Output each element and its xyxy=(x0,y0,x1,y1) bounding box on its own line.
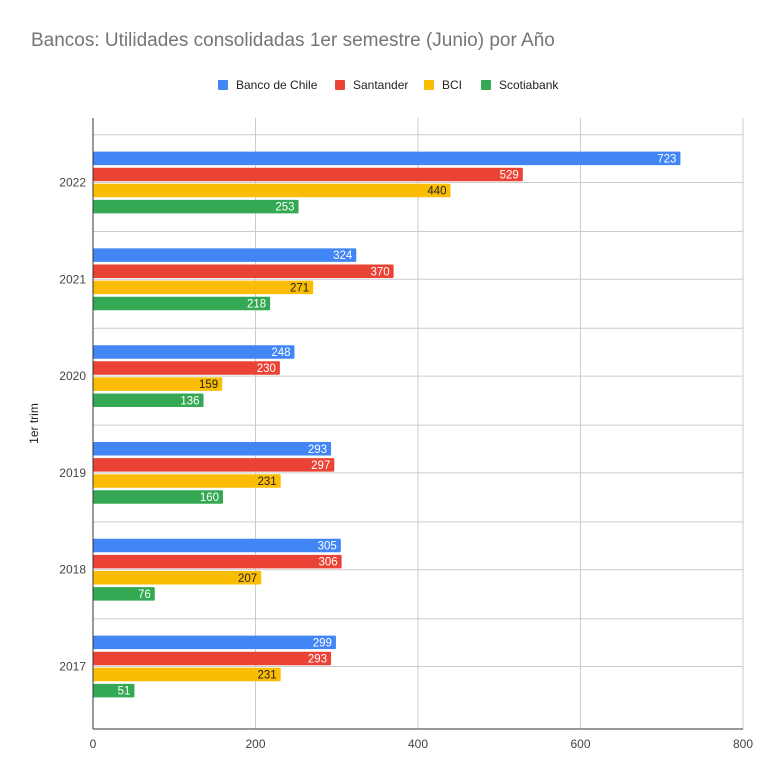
data-label: 136 xyxy=(180,395,199,407)
data-label: 529 xyxy=(500,169,519,181)
data-label: 293 xyxy=(308,444,327,456)
legend-swatch-bci xyxy=(424,80,434,90)
bar-banco-de-chile-2021[interactable] xyxy=(93,248,357,262)
data-label: 271 xyxy=(290,282,309,294)
legend-item-banco-de-chile[interactable]: Banco de Chile xyxy=(218,77,317,93)
y-tick-label: 2018 xyxy=(59,563,86,577)
data-label: 248 xyxy=(271,347,290,359)
legend-item-scotiabank[interactable]: Scotiabank xyxy=(481,77,558,93)
bar-bci-2019[interactable] xyxy=(93,474,281,488)
data-label: 51 xyxy=(118,686,131,698)
bar-bci-2021[interactable] xyxy=(93,280,314,295)
bar-bci-2018[interactable] xyxy=(93,571,262,585)
bar-santander-2020[interactable] xyxy=(93,361,280,375)
data-label: 306 xyxy=(318,557,337,569)
data-label: 305 xyxy=(318,541,337,553)
legend-swatch-banco-de-chile xyxy=(218,80,228,90)
bar-scotiabank-2020[interactable] xyxy=(93,393,204,408)
data-label: 299 xyxy=(313,637,332,649)
bar-scotiabank-2021[interactable] xyxy=(93,296,271,311)
bars xyxy=(93,151,681,698)
data-label: 230 xyxy=(257,363,276,375)
data-label: 231 xyxy=(258,670,277,682)
bar-santander-2019[interactable] xyxy=(93,458,335,472)
bar-santander-2021[interactable] xyxy=(93,264,394,279)
y-axis-title: 1er trim xyxy=(27,403,41,444)
data-label: 293 xyxy=(308,653,327,665)
y-tick-label: 2019 xyxy=(59,466,86,480)
data-label: 723 xyxy=(657,153,676,165)
bar-bci-2020[interactable] xyxy=(93,377,223,391)
bar-scotiabank-2022[interactable] xyxy=(93,199,299,214)
chart-title: Bancos: Utilidades consolidadas 1er seme… xyxy=(31,30,555,51)
legend-swatch-santander xyxy=(335,80,345,90)
bar-banco-de-chile-2022[interactable] xyxy=(93,151,681,166)
data-label: 324 xyxy=(333,250,353,262)
legend-label: BCI xyxy=(442,78,463,92)
data-label: 159 xyxy=(199,379,218,391)
legend-label: Scotiabank xyxy=(499,78,559,92)
bar-banco-de-chile-2019[interactable] xyxy=(93,442,332,456)
legend-label: Santander xyxy=(353,78,409,92)
bar-banco-de-chile-2020[interactable] xyxy=(93,345,295,359)
data-label: 370 xyxy=(370,266,389,278)
bar-bci-2017[interactable] xyxy=(93,667,281,682)
y-tick-label: 2020 xyxy=(59,369,86,383)
y-tick-label: 2022 xyxy=(59,176,86,190)
axes: 0 200 400 600 800 2022 2021 2020 2019 2018 2017 1er… xyxy=(27,118,753,751)
legend-swatch-scotiabank xyxy=(481,80,491,90)
x-tick-label: 800 xyxy=(733,737,753,751)
x-tick-label: 200 xyxy=(245,737,265,751)
bar-banco-de-chile-2017[interactable] xyxy=(93,635,336,650)
bar-bci-2022[interactable] xyxy=(93,183,451,198)
legend: Banco de Chile Santander BCI Scotiabank xyxy=(0,77,771,93)
legend-item-santander[interactable]: Santander xyxy=(335,77,408,93)
y-tick-label: 2021 xyxy=(59,272,86,286)
legend-item-bci[interactable]: BCI xyxy=(424,77,462,93)
gridlines xyxy=(93,118,744,729)
data-label: 160 xyxy=(200,492,219,504)
bar-banco-de-chile-2018[interactable] xyxy=(93,538,341,553)
x-tick-label: 400 xyxy=(408,737,428,751)
bar-scotiabank-2017[interactable] xyxy=(93,683,135,698)
bar-scotiabank-2019[interactable] xyxy=(93,490,223,504)
data-label: 297 xyxy=(311,460,330,472)
y-tick-label: 2017 xyxy=(59,660,86,674)
bar-scotiabank-2018[interactable] xyxy=(93,587,155,601)
data-label: 76 xyxy=(138,589,151,601)
data-label: 253 xyxy=(275,202,294,214)
data-label: 231 xyxy=(258,476,277,488)
bar-santander-2018[interactable] xyxy=(93,554,342,569)
data-label: 440 xyxy=(427,186,446,198)
data-label: 218 xyxy=(247,298,266,310)
x-tick-label: 0 xyxy=(90,737,97,751)
x-tick-label: 600 xyxy=(570,737,590,751)
bar-santander-2017[interactable] xyxy=(93,651,332,666)
bar-santander-2022[interactable] xyxy=(93,167,523,182)
data-label: 207 xyxy=(238,573,257,585)
legend-label: Banco de Chile xyxy=(236,78,318,92)
